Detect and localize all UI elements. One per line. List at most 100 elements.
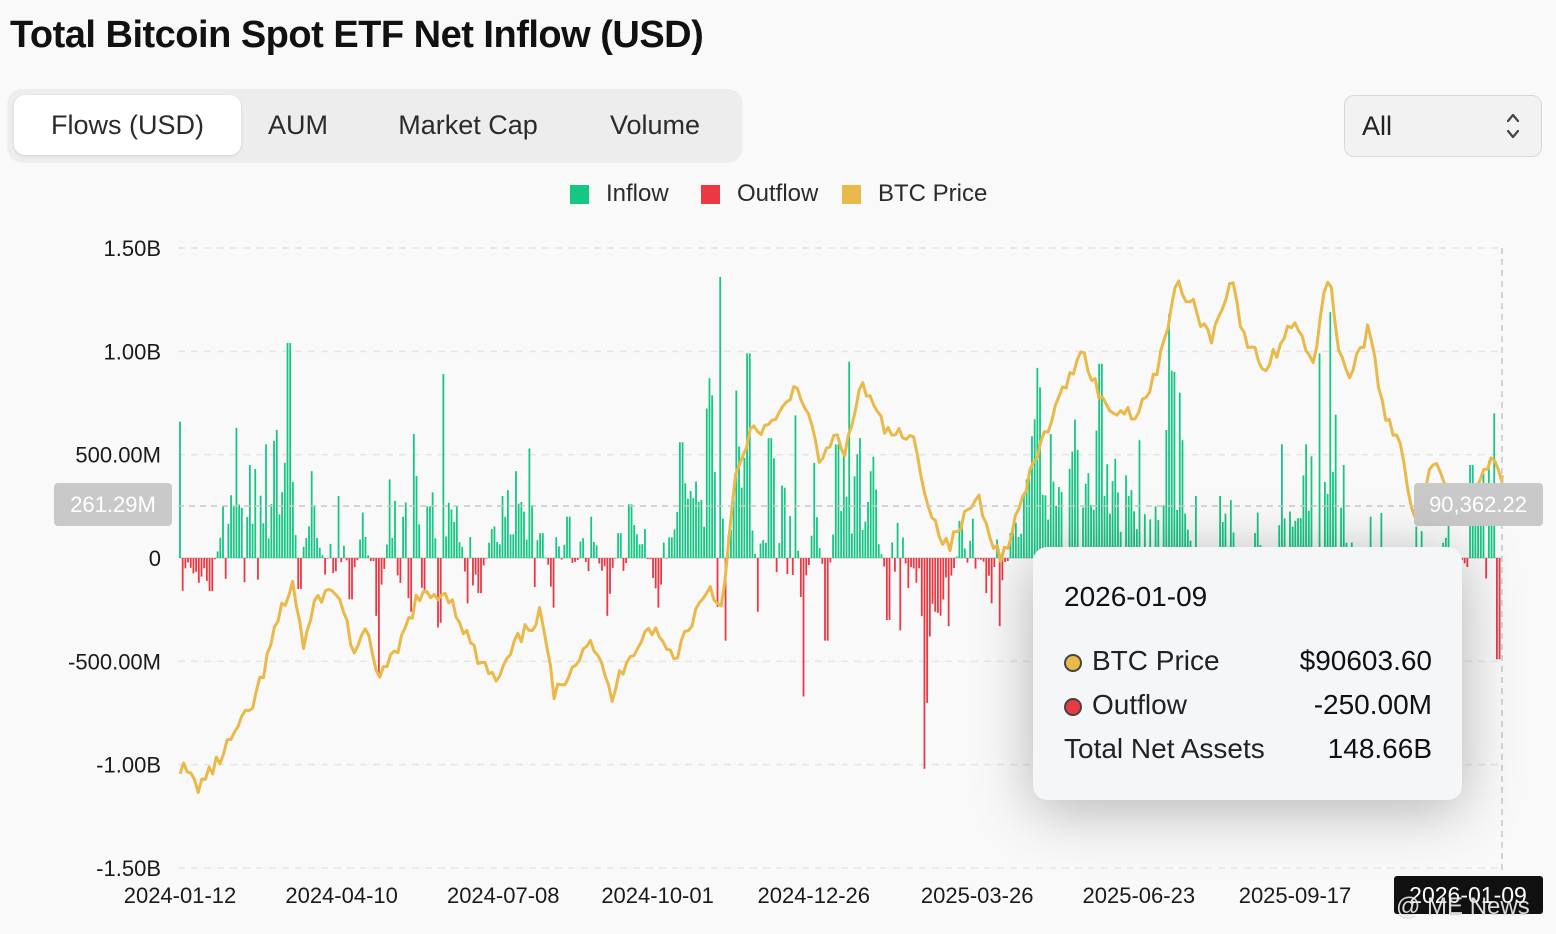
- inflow-bar: [498, 544, 501, 558]
- outflow-bar: [775, 558, 778, 573]
- outflow-bar: [802, 558, 805, 697]
- inflow-bar: [633, 525, 636, 558]
- inflow-bar: [305, 538, 308, 558]
- inflow-bar: [850, 533, 853, 558]
- outflow-bar: [560, 558, 563, 560]
- outflow-bar: [821, 558, 824, 564]
- inflow-bar: [431, 492, 434, 558]
- inflow-bar: [1014, 522, 1017, 558]
- inflow-bar: [240, 507, 243, 558]
- inflow-bar: [969, 540, 972, 558]
- inflow-bar: [1135, 529, 1138, 558]
- inflow-bar: [238, 504, 241, 558]
- inflow-bar: [388, 479, 391, 558]
- y-axis-ticks: 1.50B 1.00B 500.00M 0 -500.00M -1.00B -1.50B: [68, 236, 161, 881]
- outflow-bar: [907, 558, 910, 589]
- outflow-bar: [1006, 558, 1009, 562]
- inflow-bar: [1087, 473, 1090, 558]
- legend-label-inflow: Inflow: [606, 180, 669, 207]
- outflow-bar: [606, 558, 609, 616]
- outflow-bar: [383, 558, 386, 569]
- inflow-bar: [740, 487, 743, 558]
- inflow-bar: [880, 554, 883, 558]
- inflow-bar: [1109, 513, 1111, 558]
- outflow-bar: [474, 558, 477, 575]
- inflow-bar: [635, 534, 638, 558]
- time-range-select[interactable]: All: [1344, 95, 1542, 157]
- inflow-bar: [695, 481, 697, 558]
- y-tick-label: 500.00M: [75, 443, 161, 468]
- inflow-bar: [1049, 434, 1052, 558]
- inflow-bar: [1028, 478, 1031, 558]
- inflow-bar: [415, 475, 418, 558]
- inflow-bar: [783, 487, 786, 558]
- inflow-bar: [1117, 492, 1119, 558]
- outflow-bar: [649, 558, 652, 560]
- outflow-bar: [547, 558, 550, 565]
- inflow-bar: [1340, 507, 1342, 558]
- inflow-bar: [289, 343, 292, 558]
- inflow-bar: [762, 540, 765, 558]
- tab-market-cap[interactable]: Market Cap: [398, 110, 538, 140]
- tab-aum[interactable]: AUM: [268, 110, 328, 140]
- outflow-bar: [942, 558, 945, 600]
- legend-label-outflow: Outflow: [737, 180, 819, 207]
- tab-volume[interactable]: Volume: [609, 110, 701, 140]
- outflow-bar: [576, 558, 579, 561]
- inflow-bar: [1157, 520, 1160, 558]
- inflow-bar: [697, 501, 700, 558]
- inflow-bar: [434, 538, 437, 558]
- inflow-bar: [1173, 371, 1176, 558]
- outflow-bar: [598, 558, 601, 564]
- inflow-bar: [453, 521, 456, 558]
- outflow-bar: [724, 558, 727, 641]
- inflow-bar: [673, 529, 676, 558]
- inflow-bar: [1039, 387, 1041, 558]
- inflow-bar: [1023, 495, 1025, 558]
- outflow-bar: [463, 558, 466, 572]
- inflow-bar: [891, 542, 894, 558]
- inflow-bar: [869, 471, 872, 558]
- inflow-bar: [308, 526, 310, 558]
- inflow-bar: [525, 539, 528, 558]
- inflow-bar: [445, 536, 447, 558]
- inflow-bar: [222, 506, 224, 558]
- inflow-bar: [676, 511, 679, 558]
- outflow-bar: [904, 558, 907, 564]
- outflow-bar: [348, 558, 351, 600]
- inflow-bar: [1036, 367, 1039, 558]
- inflow-bar: [856, 454, 859, 558]
- outflow-bar: [211, 558, 214, 592]
- outflow-bar: [200, 558, 203, 577]
- inflow-bar: [1071, 451, 1074, 558]
- x-tick-label: 2025-09-17: [1239, 883, 1352, 908]
- inflow-bar: [848, 361, 851, 558]
- inflow-bar: [447, 502, 450, 558]
- inflow-bar: [875, 489, 877, 558]
- inflow-bar: [961, 520, 963, 558]
- outflow-bar: [998, 558, 1001, 627]
- inflow-bar: [1178, 392, 1181, 558]
- time-range-value: All: [1362, 111, 1393, 141]
- inflow-bar: [1447, 512, 1450, 558]
- outflow-bar: [571, 558, 574, 563]
- outflow-bar: [372, 558, 375, 562]
- outflow-bar: [189, 558, 192, 568]
- page-title: Total Bitcoin Spot ETF Net Inflow (USD): [10, 14, 704, 56]
- inflow-bar: [267, 538, 270, 558]
- outflow-bar: [625, 558, 628, 564]
- inflow-bar: [1195, 496, 1197, 558]
- inflow-bar: [1305, 444, 1307, 558]
- inflow-bar: [595, 545, 598, 558]
- outflow-bar: [926, 558, 929, 703]
- outflow-bar: [1498, 558, 1501, 660]
- inflow-bar: [1052, 481, 1055, 558]
- inflow-bar: [853, 476, 856, 558]
- inflow-bar: [1084, 483, 1087, 558]
- crosshair: 261.29M 90,362.22 2026-01-09: [54, 248, 1543, 914]
- outflow-bar: [934, 558, 937, 612]
- crosshair-left-value: 261.29M: [70, 492, 156, 517]
- tab-flows[interactable]: Flows (USD): [14, 95, 241, 155]
- inflow-bar: [759, 543, 762, 558]
